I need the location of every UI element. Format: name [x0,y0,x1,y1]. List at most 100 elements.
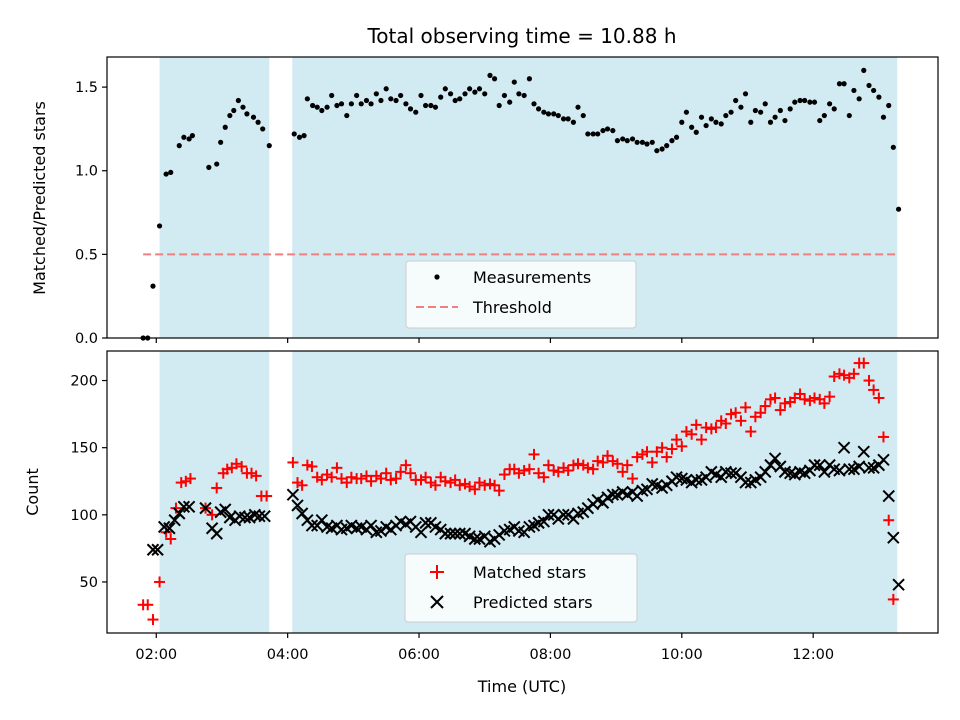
measurement-point [728,109,734,115]
matched-star-point [206,509,218,521]
measurement-point [398,92,404,99]
matched-star-point [720,418,732,430]
predicted-star-point [315,513,329,527]
matched-star-points [137,357,899,626]
predicted-star-point [151,543,164,556]
matched-star-point [641,446,653,458]
measurement-point [802,97,808,104]
measurement-point [476,86,483,92]
matched-star-point [469,483,481,495]
measurement-point [792,99,798,105]
measurement-point [526,76,532,82]
y-tick-label: 200 [70,374,98,390]
predicted-star-point [258,509,271,523]
measurement-point [624,138,630,144]
measurement-point [866,82,872,89]
matched-star-point [617,466,629,478]
legend-threshold-label: Threshold [472,298,552,317]
measurement-point [491,76,498,82]
predicted-star-point [439,527,452,540]
measurement-point [876,94,882,100]
matched-star-point [400,459,412,471]
measurement-point [861,67,867,73]
measurement-point [545,111,552,117]
predicted-star-point [764,458,777,472]
matched-star-point [710,422,722,434]
measurement-point [447,91,454,97]
measurement-point [521,92,527,99]
predicted-star-point [759,465,772,479]
predicted-star-point [253,509,266,523]
bottom-y-axis-label: Count [23,468,42,516]
measurement-point [604,126,611,132]
measurement-point [620,136,626,142]
matched-star-point [656,442,668,454]
matched-star-point [395,466,407,478]
top-plot-frame [106,56,939,339]
measurement-point [659,146,665,152]
measurement-point [403,101,409,107]
shaded-band-1 [159,57,270,338]
matched-star-point [759,400,771,412]
measurement-point [811,99,818,105]
matched-star-point [769,392,781,404]
matched-star-point [745,426,757,438]
measurement-point [664,143,670,149]
measurement-point [679,119,685,125]
x-tick-label: 02:00 [135,647,177,663]
measurement-point [590,131,596,137]
measurement-point [423,102,429,109]
measurement-point [748,119,754,125]
measurement-point [354,92,360,99]
predicted-star-point [468,532,482,546]
legend-predicted-label: Predicted stars [473,593,593,612]
measurement-point [368,101,374,107]
matched-star-point [331,462,343,474]
predicted-star-point [295,507,309,520]
predicted-star-point [182,500,196,513]
matched-star-point [863,375,875,387]
measurement-point [467,86,473,92]
measurement-point [846,112,852,119]
measurement-point [777,107,783,114]
legend-matched-label: Matched stars [473,563,586,582]
measurement-point [348,101,354,107]
measurement-point [168,169,174,176]
measurement-point [851,87,857,94]
measurement-point [639,139,645,145]
matched-star-point [479,479,491,491]
matched-star-point [587,463,599,475]
measurement-point [442,86,448,92]
measurement-point [231,107,237,114]
measurement-point [673,134,680,140]
measurement-point [156,223,163,229]
measurement-point [310,102,316,109]
predicted-star-point [177,500,191,513]
measurement-point [827,101,833,107]
measurement-point [614,138,621,144]
predicted-star-point [364,519,378,532]
measurement-point [669,138,675,144]
measurement-point [214,161,220,167]
matched-star-point [498,469,510,481]
matched-star-point [306,460,318,472]
measurement-point [654,148,660,154]
measurement-point [644,141,650,147]
y-tick-label: 50 [80,575,98,591]
measurement-point [163,171,169,177]
top-x-ticks [155,338,814,343]
matched-star-point [877,431,889,443]
measurement-point [565,116,571,122]
predicted-star-point [238,511,252,524]
matched-star-point [296,479,308,491]
predicted-star-point [833,464,846,477]
measurement-point [649,139,655,145]
x-tick-label: 08:00 [530,647,572,663]
measurement-point [634,139,640,145]
predicted-star-point [163,522,176,535]
measurement-point [344,112,350,119]
bottom-plot-frame [106,350,939,634]
measurement-point [535,106,542,112]
x-axis-label: Time (UTC) [477,677,566,696]
measurement-point [227,112,233,119]
